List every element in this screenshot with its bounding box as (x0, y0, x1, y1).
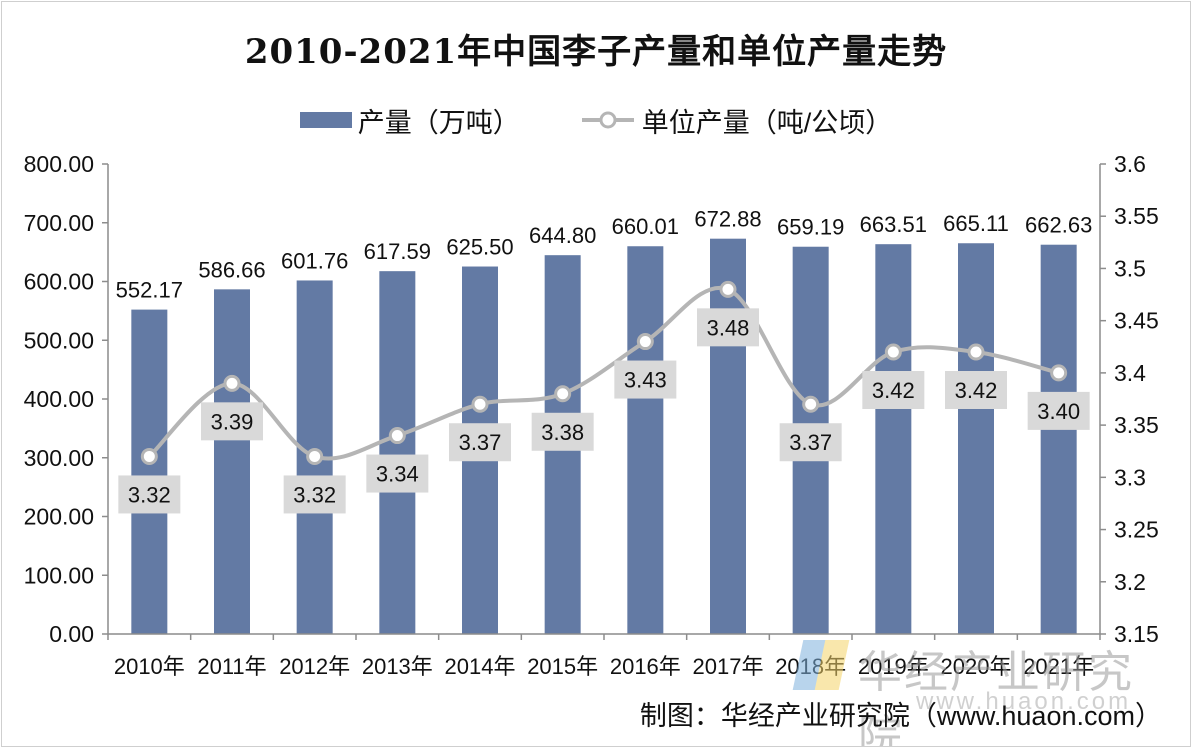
bar-value-label: 659.19 (777, 215, 844, 240)
bar-production (958, 243, 994, 635)
y-left-tick-label: 200.00 (24, 504, 94, 530)
bar-value-label: 662.63 (1025, 213, 1092, 238)
bar-production (214, 289, 250, 634)
line-point-unit-yield (471, 395, 489, 413)
y-right-tick-label: 3.55 (1114, 203, 1159, 229)
bar-value-label: 660.01 (612, 214, 679, 239)
x-tick-label: 2012年 (279, 654, 350, 679)
line-point-unit-yield (388, 427, 406, 445)
x-tick-label: 2019年 (858, 654, 929, 679)
y-right-tick-label: 3.3 (1114, 464, 1146, 490)
line-point-unit-yield (140, 447, 158, 465)
line-value-label: 3.40 (1037, 399, 1080, 424)
line-point-unit-yield (636, 333, 654, 351)
bar-value-label: 663.51 (860, 212, 927, 237)
line-value-label: 3.38 (541, 420, 584, 445)
bar-production (627, 246, 664, 634)
line-value-label-box (201, 402, 263, 441)
line-point-unit-yield (719, 280, 737, 298)
y-right-tick-label: 3.5 (1114, 255, 1146, 281)
line-value-label-box (945, 371, 1007, 409)
bar-value-label: 601.76 (281, 248, 348, 273)
y-left-tick-label: 800.00 (24, 151, 94, 177)
legend-bar-swatch (299, 112, 352, 128)
bar-value-label: 672.88 (694, 207, 761, 232)
x-tick-label: 2020年 (941, 654, 1012, 679)
y-right-tick-label: 3.15 (1114, 621, 1159, 647)
line-value-label: 3.32 (128, 482, 171, 507)
y-right-tick-label: 3.25 (1114, 517, 1159, 543)
line-value-label: 3.37 (459, 430, 502, 455)
chart-legend: 产量（万吨） 单位产量（吨/公顷） (2, 102, 1190, 138)
line-point-unit-yield (1050, 364, 1068, 382)
source-credit: 制图：华经产业研究院（www.huaon.com） (639, 701, 1162, 731)
y-left-tick-label: 0.00 (49, 621, 94, 647)
y-left-tick-label: 300.00 (24, 445, 94, 471)
bar-value-label: 586.66 (198, 257, 265, 282)
line-value-label: 3.32 (293, 482, 336, 507)
line-value-label-box (1027, 391, 1090, 430)
line-point-unit-yield (306, 447, 324, 465)
legend-label-unit-yield: 单位产量（吨/公顷） (641, 107, 893, 138)
line-value-label-box (531, 412, 594, 451)
line-value-label-box (366, 454, 429, 493)
y-right-tick-label: 3.35 (1114, 412, 1159, 438)
legend-item-production: 产量（万吨） (299, 101, 520, 140)
bar-value-label: 644.80 (529, 223, 596, 248)
y-left-tick-label: 400.00 (24, 386, 94, 412)
y-left-tick-label: 500.00 (24, 327, 94, 353)
bar-production (131, 309, 168, 634)
y-right-tick-label: 3.4 (1114, 360, 1146, 386)
line-value-label: 3.48 (707, 315, 750, 340)
line-point-unit-yield (223, 374, 241, 392)
y-left-tick-label: 700.00 (24, 210, 94, 236)
line-value-label-box (614, 360, 677, 399)
x-tick-label: 2018年 (775, 654, 846, 679)
bar-production (1040, 244, 1077, 634)
x-tick-label: 2017年 (693, 654, 764, 679)
x-tick-label: 2011年 (197, 654, 266, 679)
y-right-tick-label: 3.45 (1114, 308, 1159, 334)
line-value-label-box (449, 423, 511, 462)
bar-value-label: 665.11 (943, 211, 1009, 236)
line-value-label: 3.34 (376, 462, 419, 487)
bar-production (379, 271, 416, 634)
legend-item-unit-yield: 单位产量（吨/公顷） (580, 101, 893, 140)
line-value-label-box (118, 475, 181, 514)
chart-title: 2010-2021年中国李子产量和单位产量走势 (244, 32, 948, 72)
y-right-tick-label: 3.6 (1114, 151, 1146, 177)
legend-label-production: 产量（万吨） (357, 107, 520, 138)
line-value-label-box (697, 308, 759, 347)
line-value-label-box (862, 371, 925, 409)
bar-value-label: 552.17 (116, 278, 183, 303)
line-value-label-box (779, 423, 842, 462)
line-value-label: 3.39 (211, 409, 254, 434)
x-tick-label: 2021年 (1023, 654, 1094, 679)
y-left-tick-label: 600.00 (24, 269, 94, 295)
y-left-tick-label: 100.00 (24, 562, 94, 588)
y-right-tick-label: 3.2 (1114, 569, 1146, 595)
legend-line-swatch (581, 111, 634, 129)
line-value-label: 3.42 (955, 378, 998, 403)
x-tick-label: 2016年 (610, 654, 681, 679)
bar-value-label: 617.59 (364, 239, 431, 264)
line-value-label-box (283, 475, 346, 514)
bar-production (710, 238, 746, 635)
bar-production (875, 244, 912, 635)
x-tick-label: 2015年 (527, 654, 598, 679)
bar-value-label: 625.50 (446, 235, 513, 260)
line-point-unit-yield (554, 385, 572, 403)
line-value-label: 3.37 (789, 430, 832, 455)
line-point-unit-yield (802, 395, 820, 413)
x-tick-label: 2013年 (362, 654, 433, 679)
line-point-unit-yield (884, 343, 902, 361)
line-value-label: 3.42 (872, 378, 915, 403)
line-point-unit-yield (967, 343, 985, 361)
line-value-label: 3.43 (624, 368, 667, 393)
x-tick-label: 2014年 (445, 654, 516, 679)
x-tick-label: 2010年 (114, 654, 185, 679)
